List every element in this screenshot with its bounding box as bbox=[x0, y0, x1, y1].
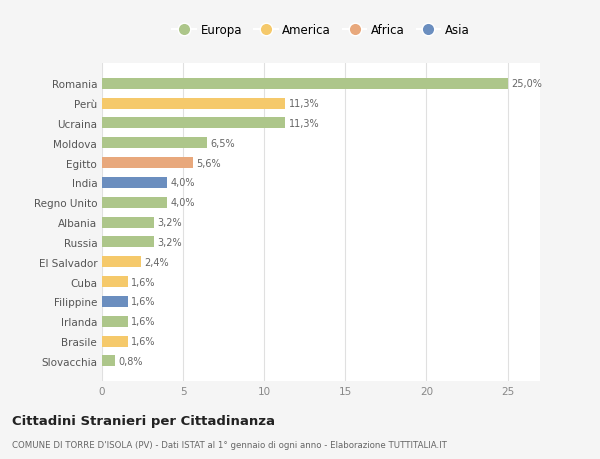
Bar bbox=[102, 138, 208, 149]
Bar bbox=[102, 98, 286, 109]
Bar bbox=[102, 118, 286, 129]
Bar bbox=[102, 197, 167, 208]
Bar bbox=[102, 78, 508, 90]
Legend: Europa, America, Africa, Asia: Europa, America, Africa, Asia bbox=[167, 19, 475, 42]
Bar bbox=[102, 178, 167, 189]
Text: 1,6%: 1,6% bbox=[131, 336, 156, 347]
Text: 3,2%: 3,2% bbox=[157, 218, 182, 228]
Text: 3,2%: 3,2% bbox=[157, 237, 182, 247]
Bar bbox=[102, 297, 128, 307]
Bar bbox=[102, 336, 128, 347]
Bar bbox=[102, 356, 115, 367]
Text: 1,6%: 1,6% bbox=[131, 297, 156, 307]
Text: 6,5%: 6,5% bbox=[211, 139, 235, 148]
Text: 4,0%: 4,0% bbox=[170, 198, 194, 208]
Text: 2,4%: 2,4% bbox=[144, 257, 169, 267]
Text: 25,0%: 25,0% bbox=[511, 79, 542, 89]
Bar bbox=[102, 217, 154, 228]
Text: COMUNE DI TORRE D'ISOLA (PV) - Dati ISTAT al 1° gennaio di ogni anno - Elaborazi: COMUNE DI TORRE D'ISOLA (PV) - Dati ISTA… bbox=[12, 441, 447, 449]
Bar bbox=[102, 316, 128, 327]
Bar bbox=[102, 158, 193, 169]
Bar bbox=[102, 237, 154, 248]
Text: 0,8%: 0,8% bbox=[118, 356, 143, 366]
Text: 1,6%: 1,6% bbox=[131, 317, 156, 326]
Text: 4,0%: 4,0% bbox=[170, 178, 194, 188]
Bar bbox=[102, 257, 141, 268]
Bar bbox=[102, 276, 128, 287]
Text: Cittadini Stranieri per Cittadinanza: Cittadini Stranieri per Cittadinanza bbox=[12, 414, 275, 428]
Text: 1,6%: 1,6% bbox=[131, 277, 156, 287]
Text: 11,3%: 11,3% bbox=[289, 119, 319, 129]
Text: 11,3%: 11,3% bbox=[289, 99, 319, 109]
Text: 5,6%: 5,6% bbox=[196, 158, 221, 168]
